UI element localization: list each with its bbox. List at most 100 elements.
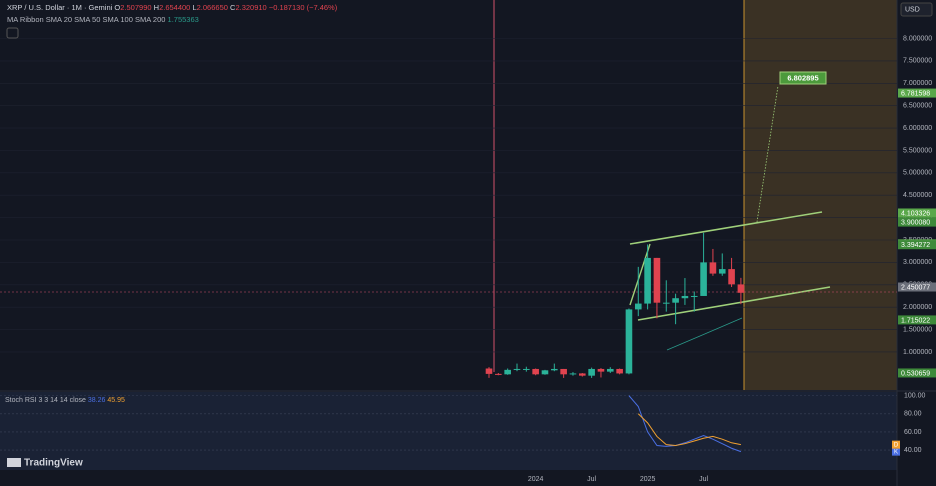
price-badge [898,282,936,292]
collapse-button[interactable] [6,27,19,39]
candle-body [616,368,623,374]
candle-body [606,368,614,372]
y-tick-label: 5.500000 [903,147,932,154]
c-value: 2.320910 [235,3,266,12]
candle-body [737,284,745,293]
candle-body [653,257,661,303]
k-value: 38.26 [88,397,106,404]
price-badge-label: 0.530659 [901,370,930,377]
candle-body [532,368,539,375]
price-badge [898,88,936,98]
y-tick-label: 40.00 [904,447,922,454]
symbol-name: XRP / U.S. Dollar · 1M · Gemini [7,3,113,12]
target-badge [779,71,827,85]
indicator-name: MA Ribbon SMA 20 SMA 50 SMA 100 SMA 200 [7,15,165,24]
y-tick-label: 1.500000 [903,326,932,333]
y-tick-label: 1.000000 [903,349,932,356]
candle-body [495,373,502,375]
candle-body [709,262,717,274]
channel-leg [629,243,651,306]
o-value: 2.507990 [120,3,151,12]
candle-body [662,302,670,304]
y-tick-label: 60.00 [904,429,922,436]
y-tick-label: 8.000000 [903,35,932,42]
price-badge-label: 6.781598 [901,90,930,97]
symbol: XRP / U.S. Dollar · 1M · Gemini O2.50799… [7,3,338,12]
projection-line [756,85,779,223]
candle-body [541,370,549,375]
candle-body [523,368,530,370]
candle-body [504,369,511,375]
x-tick-label: 2024 [528,476,544,483]
stoch-title: Stoch RSI 3 3 14 14 close 38.26 45.95 [5,397,125,404]
candle-body [625,309,633,374]
y-tick-label: 7.000000 [903,80,932,87]
stoch-name: Stoch RSI 3 3 14 14 close [5,397,86,404]
price-badge-label: 3.900080 [901,219,930,226]
y-tick-label: 6.500000 [903,103,932,110]
o-label: O [114,3,120,12]
y-tick-label: 4.500000 [903,192,932,199]
price-badge [898,240,936,250]
indicator-value: 1.755363 [168,15,199,24]
candle-body [560,368,567,375]
candle-body [728,269,735,285]
h-label: H [154,3,159,12]
target-label: 6.802895 [787,73,818,82]
c-label: C [230,3,236,12]
candle-body [513,368,521,370]
x-tick-label: Jul [699,476,708,483]
price-badge [898,368,936,378]
price-badge-label: 1.715022 [901,317,930,324]
candle-body [588,368,595,376]
price-badge-label: 3.394272 [901,242,930,249]
candle-body [485,368,493,374]
candle-body [579,373,586,376]
y-tick-label: 6.000000 [903,125,932,132]
change: −0.187130 (−7.46%) [269,3,338,12]
x-tick-label: 2025 [640,476,656,483]
stoch-badge-label: K [894,450,898,456]
candle-body [700,262,707,296]
candle-body [644,257,651,304]
candle-body [569,373,577,375]
price-badge [898,208,936,218]
y-tick-label: 2.000000 [903,304,932,311]
stoch-line [637,413,742,447]
candle-body [681,295,689,299]
x-tick-label: Jul [587,476,596,483]
ma-ribbon [666,317,743,351]
stoch-badge-label: D [894,443,899,449]
price-badge-label: 2.450077 [901,284,930,291]
price-badge [898,315,936,325]
y-tick-label: 80.00 [904,411,922,418]
stoch-line [628,395,742,453]
d-value: 45.95 [107,397,125,404]
marks [485,232,745,453]
candle-body [597,368,605,372]
candle-body [672,298,679,303]
candle-body [551,368,558,371]
stoch-badge [892,447,900,456]
channel-bottom [637,286,831,321]
candle-body [634,303,642,310]
y-tick-label: 7.500000 [903,58,932,65]
currency: USD [905,6,920,13]
l-value: 2.066650 [197,3,228,12]
price-badge [898,217,936,227]
h-value: 2.654400 [159,3,190,12]
y-tick-label: 100.00 [904,392,926,399]
y-tick-label: 3.000000 [903,259,932,266]
candle-body [690,295,698,297]
channel-top [629,211,823,245]
logo-icon [7,458,21,467]
price-badge-label: 4.103326 [901,210,930,217]
grid [0,38,897,451]
candle-body [718,269,726,274]
indicator: MA Ribbon SMA 20 SMA 50 SMA 100 SMA 200 … [7,15,199,24]
stoch-panel [0,392,897,470]
logo: TradingView [24,458,83,469]
currency-button[interactable] [900,2,933,17]
stoch-badge [892,440,900,449]
